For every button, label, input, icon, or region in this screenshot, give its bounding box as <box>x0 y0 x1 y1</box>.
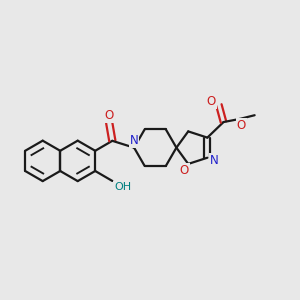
Text: N: N <box>210 154 219 167</box>
Text: O: O <box>237 119 246 132</box>
Text: N: N <box>130 134 139 147</box>
Text: O: O <box>180 164 189 177</box>
Text: O: O <box>206 95 216 108</box>
Text: O: O <box>105 110 114 122</box>
Text: OH: OH <box>114 182 131 191</box>
